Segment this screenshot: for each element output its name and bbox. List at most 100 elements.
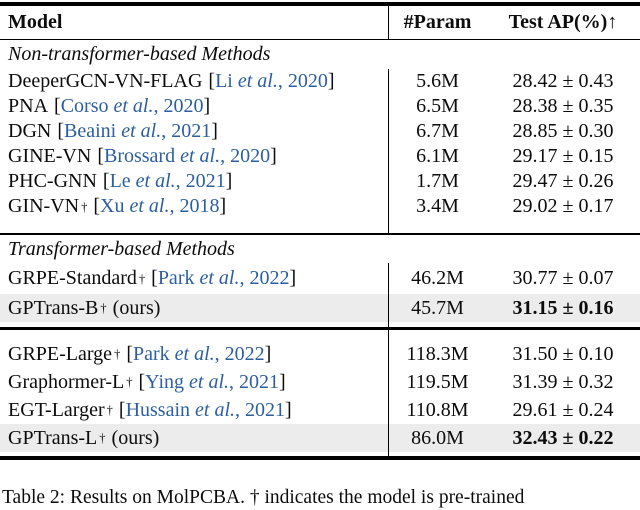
param-cell: 6.1M	[388, 144, 486, 169]
model-name: GINE-VN	[8, 145, 92, 167]
citation-etal[interactable]: et al.	[121, 120, 162, 142]
rule-top	[0, 2, 640, 6]
table-row: GIN-VN † [Xu et al., 2018] 3.4M 29.02 ± 0.…	[0, 194, 640, 219]
citation-author[interactable]: Hussain	[125, 398, 196, 421]
citation-year[interactable]: , 2021	[229, 370, 280, 393]
citation-author[interactable]: Li	[215, 70, 238, 92]
citation-year[interactable]: , 2022	[214, 342, 265, 365]
section-title: Non-transformer-based Methods	[8, 43, 271, 65]
test-ap-cell: 29.02 ± 0.17	[512, 195, 614, 217]
table-caption: Table 2: Results on MolPCBA. † indicates…	[2, 486, 525, 508]
citation-link[interactable]: Corso et al., 2020	[61, 95, 204, 117]
citation-etal[interactable]: et al.	[237, 70, 278, 92]
table-row: DGN [Beaini et al., 2021] 6.7M 28.85 ± 0.…	[0, 119, 640, 144]
test-ap-cell: 28.38 ± 0.35	[512, 95, 614, 117]
model-name: GRPE-Large	[8, 342, 113, 365]
citation-bracket: [Park et al., 2022]	[126, 342, 272, 365]
model-name: EGT-Larger	[8, 398, 105, 421]
model-cell: GPTrans-B † (ours)	[8, 296, 161, 319]
citation-author[interactable]: Park	[157, 267, 200, 289]
citation-year[interactable]: , 2020	[220, 145, 271, 167]
model-cell: PHC-GNN [Le et al., 2021]	[0, 169, 388, 194]
model-cell: GIN-VN † [Xu et al., 2018]	[8, 195, 227, 217]
table-row: EGT-Larger † [Hussain et al., 2021] 110.8M…	[0, 396, 640, 424]
citation-bracket: [Ying et al., 2021]	[138, 370, 286, 393]
citation-bracket: [Brossard et al., 2020]	[97, 145, 277, 167]
param-cell: 6.7M	[388, 119, 486, 144]
citation-etal[interactable]: et al.	[113, 95, 154, 117]
rule-below-header	[0, 38, 640, 40]
rule-bottom	[0, 456, 640, 460]
table-row: PHC-GNN [Le et al., 2021] 1.7M 29.47 ± 0.…	[0, 169, 640, 194]
citation-bracket: [Xu et al., 2018]	[93, 195, 227, 217]
test-ap-cell: 28.42 ± 0.43	[512, 70, 614, 92]
citation-year[interactable]: , 2022	[239, 267, 290, 289]
model-cell: EGT-Larger † [Hussain et al., 2021]	[8, 398, 292, 421]
citation-etal[interactable]: et al.	[129, 195, 170, 217]
test-ap-cell: 31.39 ± 0.32	[512, 370, 614, 393]
citation-year[interactable]: , 2020	[277, 70, 328, 92]
table-row: GPTrans-L † (ours) 86.0M 32.43 ± 0.22	[0, 424, 640, 452]
citation-author[interactable]: Park	[132, 342, 175, 365]
citation-etal[interactable]: et al.	[199, 267, 240, 289]
citation-link[interactable]: Le et al., 2021	[110, 170, 226, 192]
table-header-row: Model #Param Test AP(%)↑	[0, 5, 640, 39]
citation-etal[interactable]: et al.	[195, 398, 236, 421]
citation-etal[interactable]: et al.	[189, 370, 230, 393]
model-name: PNA	[8, 95, 49, 117]
citation-link[interactable]: Ying et al., 2021	[145, 371, 279, 393]
citation-link[interactable]: Brossard et al., 2020	[104, 145, 270, 167]
citation-link[interactable]: Li et al., 2020	[215, 70, 328, 92]
citation-author[interactable]: Ying	[145, 370, 190, 393]
test-ap-cell: 29.17 ± 0.15	[512, 145, 614, 167]
citation-etal[interactable]: et al.	[174, 342, 215, 365]
model-cell: GRPE-Standard † [Park et al., 2022]	[8, 267, 297, 289]
citation-author[interactable]: Brossard	[103, 145, 181, 167]
citation-link[interactable]: Park et al., 2022	[133, 343, 265, 365]
row-spacer	[0, 219, 640, 233]
citation-link[interactable]: Hussain et al., 2021	[126, 399, 285, 421]
model-cell: DeeperGCN-VN-FLAG [Li et al., 2020]	[0, 69, 388, 94]
model-name: DGN	[8, 120, 52, 142]
citation-year[interactable]: , 2018	[169, 195, 220, 217]
test-ap-cell: 30.77 ± 0.07	[512, 267, 614, 289]
model-name: DeeperGCN-VN-FLAG	[8, 70, 203, 92]
param-cell: 46.2M	[388, 263, 486, 294]
model-name: Graphormer-L	[8, 370, 125, 393]
citation-etal[interactable]: et al.	[135, 170, 176, 192]
test-ap-cell: 31.50 ± 0.10	[512, 342, 614, 365]
test-ap-cell: 29.47 ± 0.26	[512, 170, 614, 192]
model-name: GPTrans-B	[8, 296, 99, 319]
row-spacer	[0, 322, 640, 327]
citation-year[interactable]: , 2021	[161, 120, 212, 142]
citation-link[interactable]: Park et al., 2022	[158, 267, 290, 289]
citation-bracket: [Corso et al., 2020]	[54, 95, 211, 117]
column-header-model: Model	[8, 10, 63, 33]
citation-etal[interactable]: et al.	[180, 145, 221, 167]
citation-year[interactable]: , 2021	[235, 398, 286, 421]
model-cell: GPTrans-L † (ours)	[8, 426, 160, 449]
rule-section-divider	[0, 233, 640, 235]
citation-link[interactable]: Xu et al., 2018	[100, 195, 219, 217]
param-cell: 119.5M	[388, 368, 486, 396]
table-row: GPTrans-B † (ours) 45.7M 31.15 ± 0.16	[0, 294, 640, 322]
citation-link[interactable]: Beaini et al., 2021	[64, 120, 211, 142]
citation-author[interactable]: Beaini	[64, 120, 122, 142]
citation-author[interactable]: Le	[109, 170, 136, 192]
model-cell: GRPE-Large † [Park et al., 2022]	[8, 342, 272, 365]
model-cell: Graphormer-L † [Ying et al., 2021]	[8, 370, 286, 393]
citation-author[interactable]: Corso	[60, 95, 114, 117]
column-header-param: #Param	[388, 5, 486, 39]
citation-author[interactable]: Xu	[100, 195, 130, 217]
table-row: GRPE-Large † [Park et al., 2022] 118.3M 31…	[0, 340, 640, 368]
test-ap-cell: 29.61 ± 0.24	[512, 398, 614, 421]
citation-bracket: [Le et al., 2021]	[102, 170, 233, 192]
model-name: GPTrans-L	[8, 426, 98, 449]
citation-bracket: [Li et al., 2020]	[208, 70, 335, 92]
citation-year[interactable]: , 2020	[153, 95, 204, 117]
ours-label: (ours)	[111, 426, 160, 449]
section-title: Transformer-based Methods	[8, 237, 235, 260]
param-cell: 3.4M	[388, 194, 486, 219]
citation-year[interactable]: , 2021	[175, 170, 226, 192]
